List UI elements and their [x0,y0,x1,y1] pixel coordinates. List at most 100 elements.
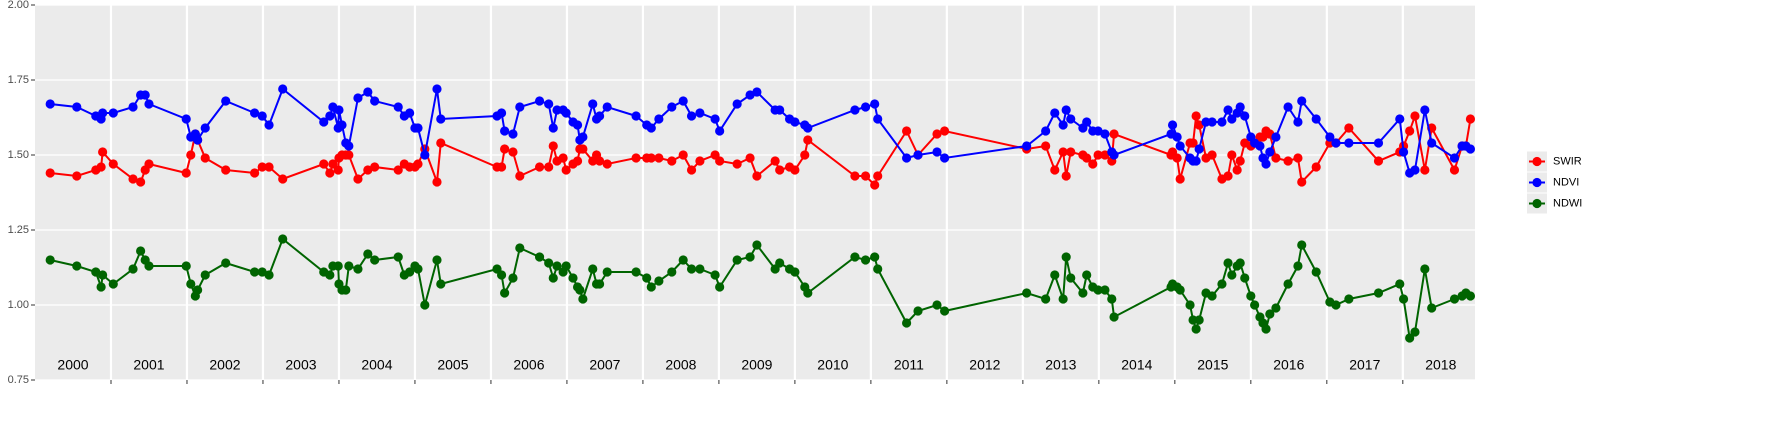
data-point [715,156,725,166]
y-tick-label: 1.75 [8,74,29,86]
data-point [333,261,343,271]
data-point [695,108,705,118]
data-point [1167,120,1178,130]
data-point [1297,240,1307,250]
panel [35,5,1475,380]
data-point [561,165,571,175]
data-point [1223,258,1233,268]
data-point [1109,129,1119,139]
data-point [1188,138,1198,148]
data-point [1235,258,1245,268]
data-point [678,150,688,160]
data-point [1465,144,1476,154]
data-point [602,267,612,277]
data-point [1207,150,1217,160]
data-point [515,243,525,253]
data-point [45,255,55,265]
data-point [939,306,950,316]
data-point [1398,294,1409,304]
data-point [1191,111,1201,121]
data-point [932,129,942,139]
data-point [860,171,871,181]
data-point [572,120,583,130]
data-point [1410,327,1420,337]
data-point [508,129,518,139]
data-point [1066,147,1076,157]
data-point [1449,294,1460,304]
data-point [1175,141,1185,151]
data-point [250,108,260,118]
data-point [548,273,558,283]
data-point [602,159,612,169]
data-point [515,102,525,112]
data-point [901,318,912,328]
data-point [1427,303,1437,313]
data-point [1311,114,1321,124]
data-point [200,153,210,163]
y-tick-label: 1.00 [8,299,29,311]
data-point [1175,285,1185,295]
data-point [370,162,380,172]
data-point [108,159,118,169]
data-point [193,135,203,145]
data-point [413,123,423,133]
data-point [144,261,154,271]
data-point [344,261,354,271]
data-point [578,294,588,304]
data-point [420,150,430,160]
data-point [534,252,545,262]
year-label: 2004 [361,357,392,373]
data-point [500,144,510,154]
data-point [1022,288,1032,298]
data-point [1232,165,1242,175]
data-point [654,276,664,286]
data-point [496,270,507,280]
data-point [1271,132,1281,142]
data-point [334,105,344,115]
data-point [337,120,347,130]
data-point [790,267,800,277]
data-point [732,99,742,109]
data-point [496,108,507,118]
data-point [436,279,446,289]
data-point [686,264,697,274]
data-point [939,153,950,163]
data-point [136,246,146,256]
data-point [800,150,810,160]
data-point [790,165,800,175]
data-point [250,267,260,277]
year-label: 2002 [209,357,240,373]
data-point [870,252,880,262]
data-point [568,273,578,283]
data-point [1293,117,1303,127]
data-point [752,171,762,181]
data-point [1100,129,1110,139]
data-point [595,156,605,166]
data-point [405,267,415,277]
data-point [353,174,363,184]
data-point [333,165,343,175]
data-point [344,150,354,160]
legend-label: NDVI [1553,176,1579,188]
data-point [1041,141,1051,151]
legend-dot [1532,156,1542,167]
data-point [595,111,605,121]
data-point [144,99,154,109]
data-point [98,147,108,157]
data-point [695,264,705,274]
data-point [710,114,720,124]
data-point [363,87,373,97]
data-point [328,159,338,169]
data-point [1041,126,1051,136]
data-point [870,180,880,190]
data-point [588,264,598,274]
data-point [72,171,82,181]
data-point [1217,117,1227,127]
data-point [745,252,755,262]
legend-dot [1532,198,1542,209]
data-point [181,114,191,124]
year-label: 2017 [1349,357,1380,373]
data-point [1373,156,1384,166]
